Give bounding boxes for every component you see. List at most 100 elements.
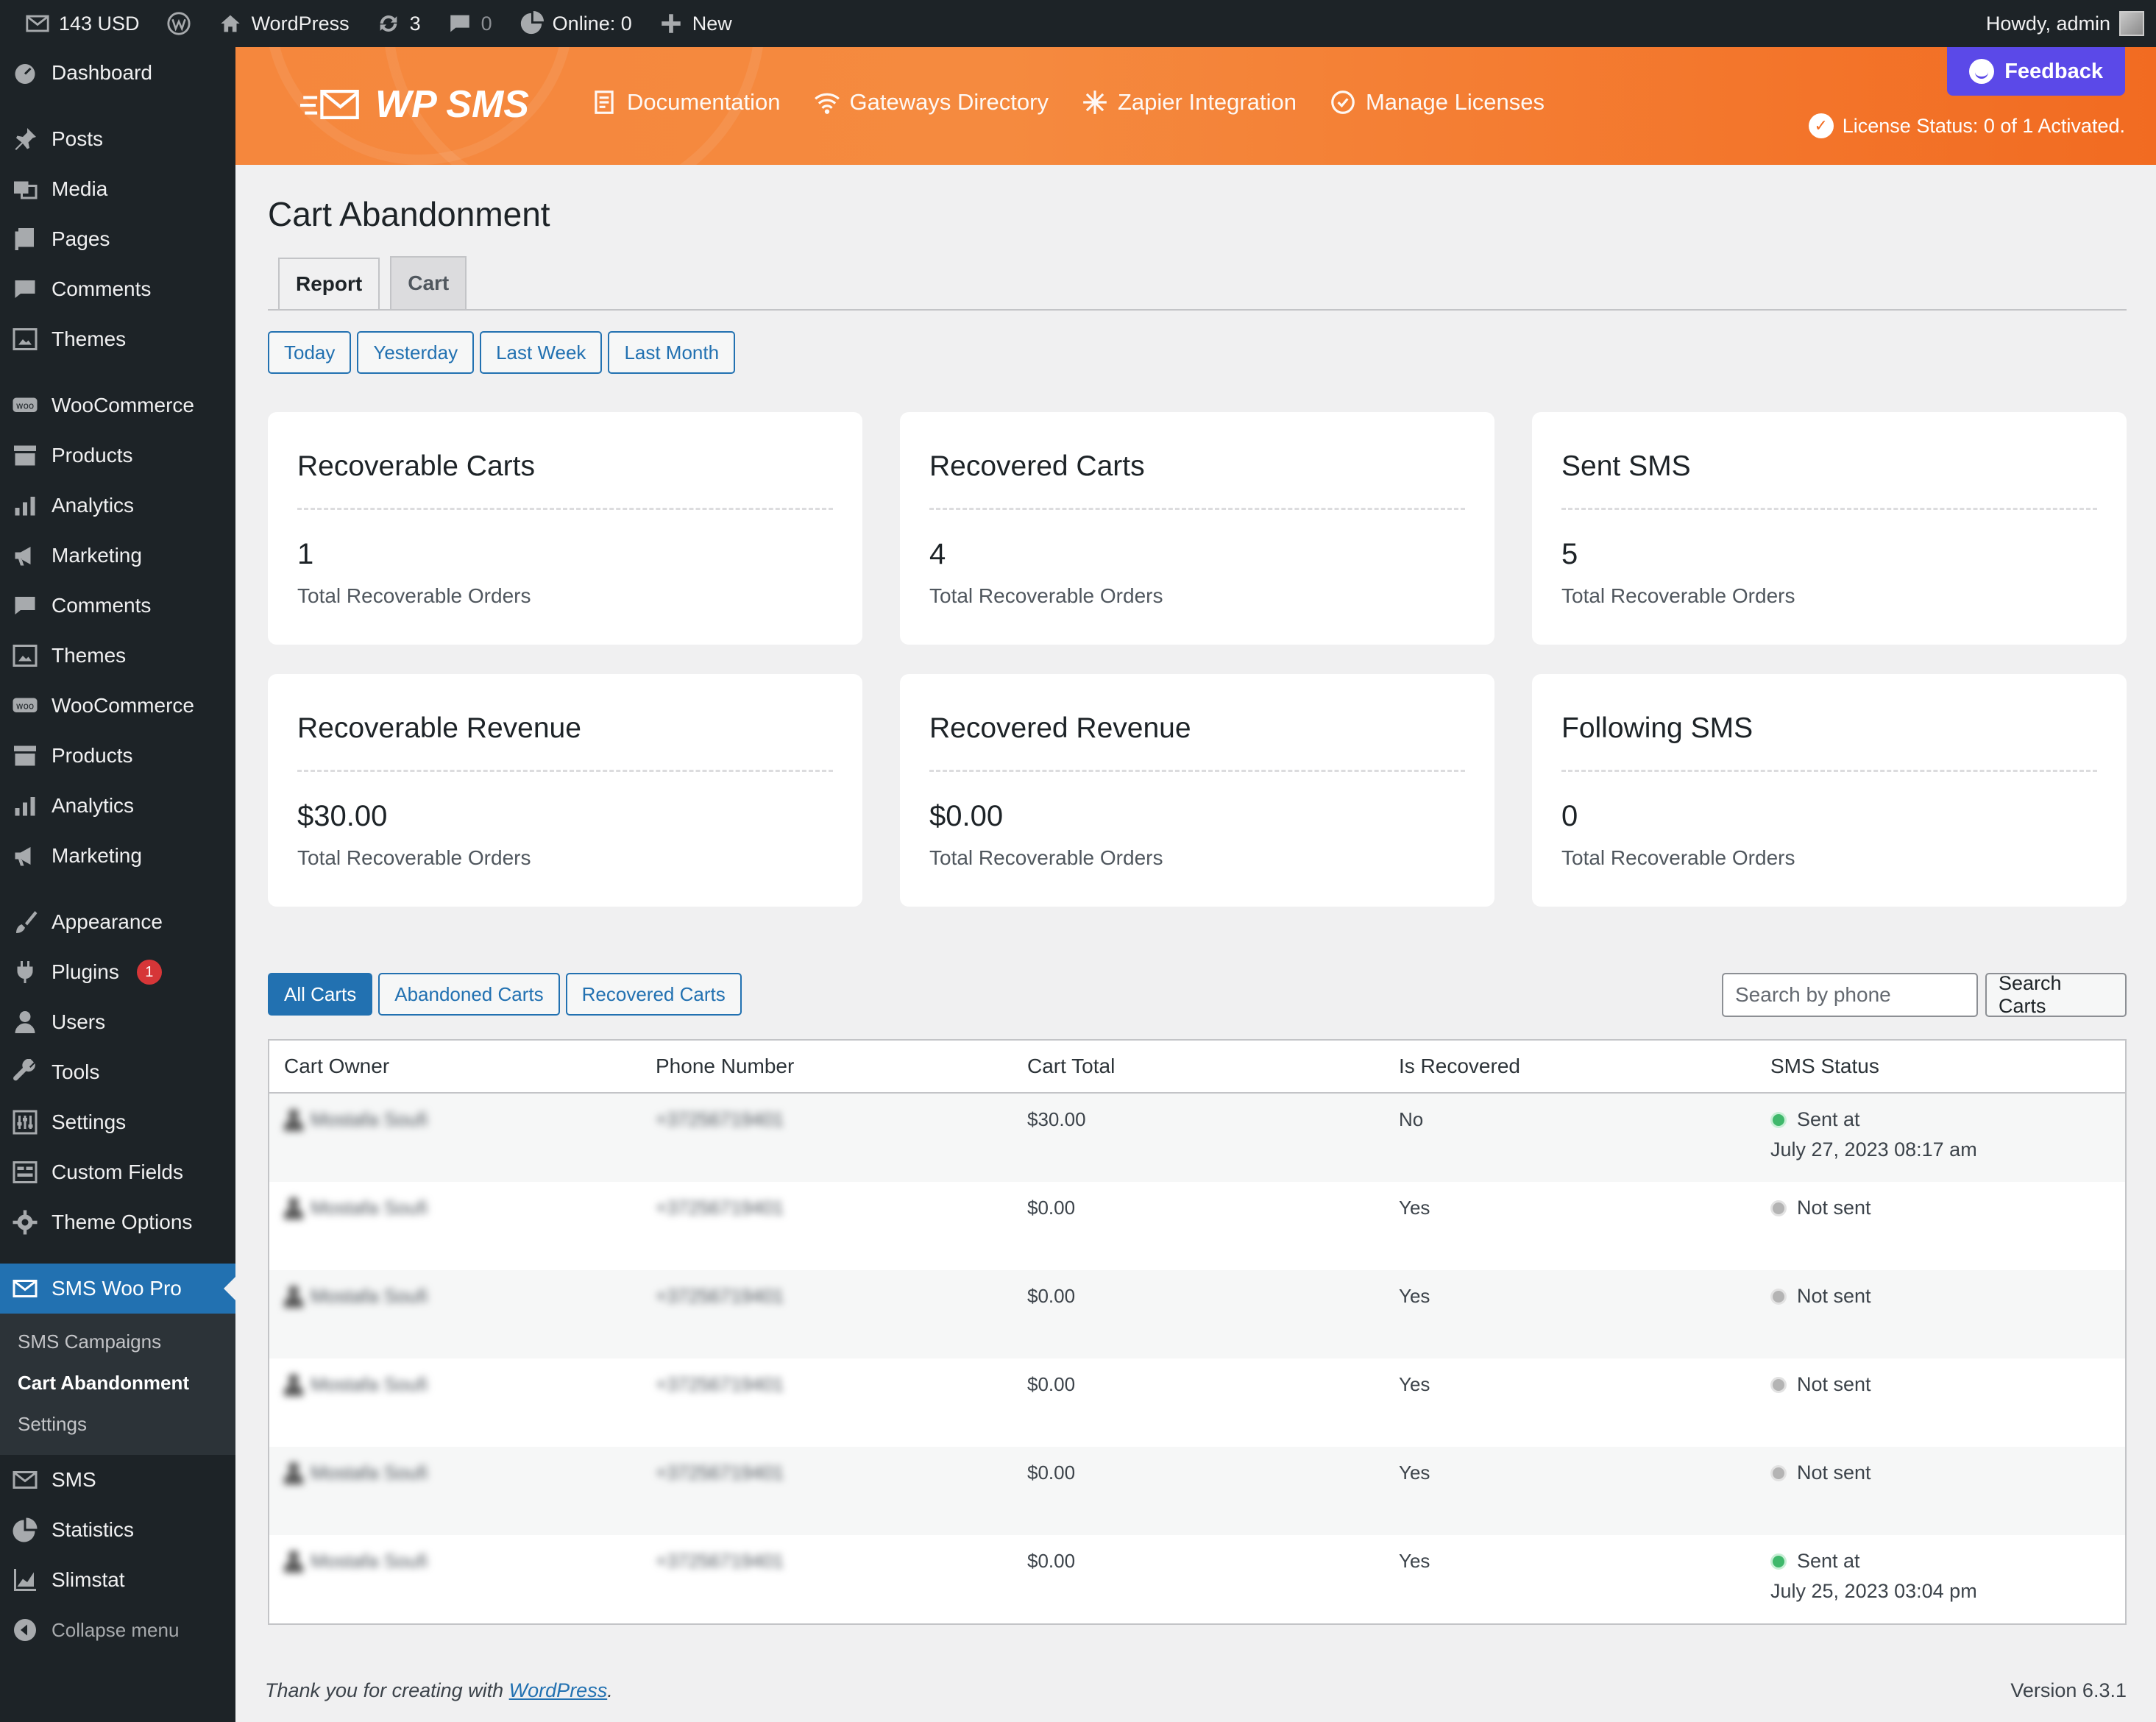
sidebar-item-themes[interactable]: Themes bbox=[0, 631, 235, 681]
sidebar-item-label: Custom Fields bbox=[52, 1161, 183, 1183]
collapse-menu-label: Collapse menu bbox=[52, 1618, 180, 1641]
svg-text:woo: woo bbox=[16, 401, 35, 411]
cart-total-cell: $0.00 bbox=[1027, 1197, 1076, 1219]
cart-total-cell: $30.00 bbox=[1027, 1108, 1086, 1130]
updates[interactable]: 3 bbox=[363, 0, 434, 47]
sidebar-item-plugins[interactable]: Plugins 1 bbox=[0, 947, 235, 997]
sidebar-item-themes[interactable]: Themes bbox=[0, 314, 235, 364]
nav-licenses-label: Manage Licenses bbox=[1365, 89, 1545, 115]
stat-card-following-sms: Following SMS 0 Total Recoverable Orders bbox=[1532, 674, 2127, 907]
sidebar-item-sms[interactable]: SMS bbox=[0, 1455, 235, 1505]
sidebar-item-settings[interactable]: Settings bbox=[0, 1097, 235, 1147]
nav-zapier-label: Zapier Integration bbox=[1117, 89, 1297, 115]
submenu-item-cart-abandonment[interactable]: Cart Abandonment bbox=[18, 1371, 190, 1394]
submenu-item-settings[interactable]: Settings bbox=[18, 1412, 87, 1435]
nav-manage-licenses[interactable]: Manage Licenses bbox=[1329, 88, 1545, 116]
refresh-icon bbox=[380, 15, 397, 32]
megaphone-icon bbox=[15, 547, 31, 566]
feedback-button[interactable]: Feedback bbox=[1947, 47, 2125, 96]
sidebar-item-slimstat[interactable]: Slimstat bbox=[0, 1555, 235, 1605]
wp-sms-logo[interactable]: WP SMS bbox=[300, 82, 529, 127]
status-dot-icon bbox=[1770, 1111, 1787, 1128]
sidebar-item-theme-options[interactable]: Theme Options bbox=[0, 1197, 235, 1247]
today-button[interactable]: Today bbox=[268, 331, 352, 374]
phone-number-cell: +37256719401 bbox=[641, 1108, 1013, 1182]
search-phone-input[interactable] bbox=[1722, 973, 1978, 1017]
plus-icon bbox=[662, 14, 681, 33]
site-name-label: WordPress bbox=[251, 12, 350, 35]
my-account[interactable]: Howdy, admin bbox=[1973, 0, 2156, 47]
wordpress-icon bbox=[166, 12, 191, 35]
sidebar-item-label: Products bbox=[52, 444, 133, 467]
sidebar-item-label: Analytics bbox=[52, 494, 135, 517]
tab-cart[interactable]: Cart bbox=[390, 256, 467, 309]
collapse-menu-button[interactable]: Collapse menu bbox=[0, 1605, 235, 1655]
stat-card-recovered-carts: Recovered Carts 4 Total Recoverable Orde… bbox=[900, 412, 1494, 645]
last-month-button[interactable]: Last Month bbox=[608, 331, 736, 374]
tab-report[interactable]: Report bbox=[278, 258, 380, 311]
sms-status-cell: Not sent bbox=[1756, 1197, 2125, 1270]
sidebar-item-dashboard[interactable]: Dashboard bbox=[0, 48, 235, 98]
sidebar-item-comments[interactable]: Comments bbox=[0, 581, 235, 631]
site-name[interactable]: WordPress bbox=[205, 0, 363, 47]
sidebar-item-sms-woo-pro[interactable]: SMS Woo Pro bbox=[0, 1264, 235, 1314]
sidebar-item-pages[interactable]: Pages bbox=[0, 214, 235, 264]
sidebar-item-woocommerce[interactable]: woo WooCommerce bbox=[0, 380, 235, 431]
plugins-update-badge: 1 bbox=[136, 960, 162, 985]
new-label: New bbox=[692, 12, 732, 35]
woo-icon: woo bbox=[13, 397, 38, 412]
new-content[interactable]: New bbox=[645, 0, 745, 47]
status-dot-icon bbox=[1770, 1200, 1787, 1216]
nav-gateways-directory[interactable]: Gateways Directory bbox=[813, 88, 1049, 116]
card-subtitle: Total Recoverable Orders bbox=[297, 846, 531, 869]
user-icon bbox=[284, 1197, 303, 1219]
stat-card-recovered-revenue: Recovered Revenue $0.00 Total Recoverabl… bbox=[900, 674, 1494, 907]
sidebar-item-custom-fields[interactable]: Custom Fields bbox=[0, 1147, 235, 1197]
nav-documentation[interactable]: Documentation bbox=[590, 88, 781, 116]
wordpress-link[interactable]: WordPress bbox=[508, 1679, 608, 1701]
sidebar-item-label: Users bbox=[52, 1010, 106, 1033]
sidebar-item-comments[interactable]: Comments bbox=[0, 264, 235, 314]
sidebar-item-label: Slimstat bbox=[52, 1568, 125, 1591]
card-title: Recovered Revenue bbox=[929, 712, 1191, 744]
phone-number-cell: +37256719401 bbox=[641, 1373, 1013, 1447]
all-carts-button[interactable]: All Carts bbox=[268, 973, 373, 1016]
license-status-label: License Status: 0 of 1 Activated. bbox=[1842, 114, 2125, 137]
sidebar-item-users[interactable]: Users bbox=[0, 997, 235, 1047]
nav-zapier-integration[interactable]: Zapier Integration bbox=[1081, 88, 1297, 116]
stat-card-recoverable-revenue: Recoverable Revenue $30.00 Total Recover… bbox=[268, 674, 862, 907]
cart-total-cell: $0.00 bbox=[1027, 1285, 1076, 1307]
sms-status: Not sent bbox=[1770, 1461, 2125, 1484]
yesterday-button[interactable]: Yesterday bbox=[357, 331, 475, 374]
search-carts-button[interactable]: Search Carts bbox=[1985, 972, 2127, 1017]
sidebar-item-media[interactable]: Media bbox=[0, 164, 235, 214]
sidebar-item-label: Marketing bbox=[52, 544, 142, 567]
comments-link[interactable]: 0 bbox=[434, 0, 506, 47]
sidebar-item-posts[interactable]: Posts bbox=[0, 114, 235, 164]
brush-icon bbox=[16, 911, 38, 933]
sidebar-item-products[interactable]: Products bbox=[0, 431, 235, 481]
sidebar-item-marketing[interactable]: Marketing bbox=[0, 531, 235, 581]
last-week-button[interactable]: Last Week bbox=[480, 331, 603, 374]
card-value: $0.00 bbox=[929, 800, 1004, 832]
recovered-carts-button[interactable]: Recovered Carts bbox=[565, 973, 742, 1016]
sms-balance[interactable]: 143 USD bbox=[12, 0, 153, 47]
sidebar-item-woocommerce[interactable]: woo WooCommerce bbox=[0, 681, 235, 731]
phone-number-cell: +37256719401 bbox=[641, 1461, 1013, 1535]
sidebar-item-marketing[interactable]: Marketing bbox=[0, 831, 235, 881]
sidebar-item-statistics[interactable]: Statistics bbox=[0, 1505, 235, 1555]
sidebar-item-analytics[interactable]: Analytics bbox=[0, 481, 235, 531]
submenu-item-sms-campaigns[interactable]: SMS Campaigns bbox=[18, 1330, 162, 1353]
sidebar-item-products[interactable]: Products bbox=[0, 731, 235, 781]
pin-icon bbox=[15, 128, 36, 150]
tab-bar: Report Cart bbox=[278, 256, 467, 311]
wp-logo[interactable] bbox=[153, 0, 205, 47]
sidebar-item-analytics[interactable]: Analytics bbox=[0, 781, 235, 831]
sidebar-item-appearance[interactable]: Appearance bbox=[0, 897, 235, 947]
sidebar-item-label: Dashboard bbox=[52, 61, 152, 84]
sidebar-item-label: WooCommerce bbox=[52, 394, 194, 417]
online-users[interactable]: Online: 0 bbox=[506, 0, 645, 47]
cart-owner-cell: Mostafa Soufi bbox=[269, 1108, 641, 1182]
sidebar-item-tools[interactable]: Tools bbox=[0, 1047, 235, 1097]
abandoned-carts-button[interactable]: Abandoned Carts bbox=[378, 973, 560, 1016]
